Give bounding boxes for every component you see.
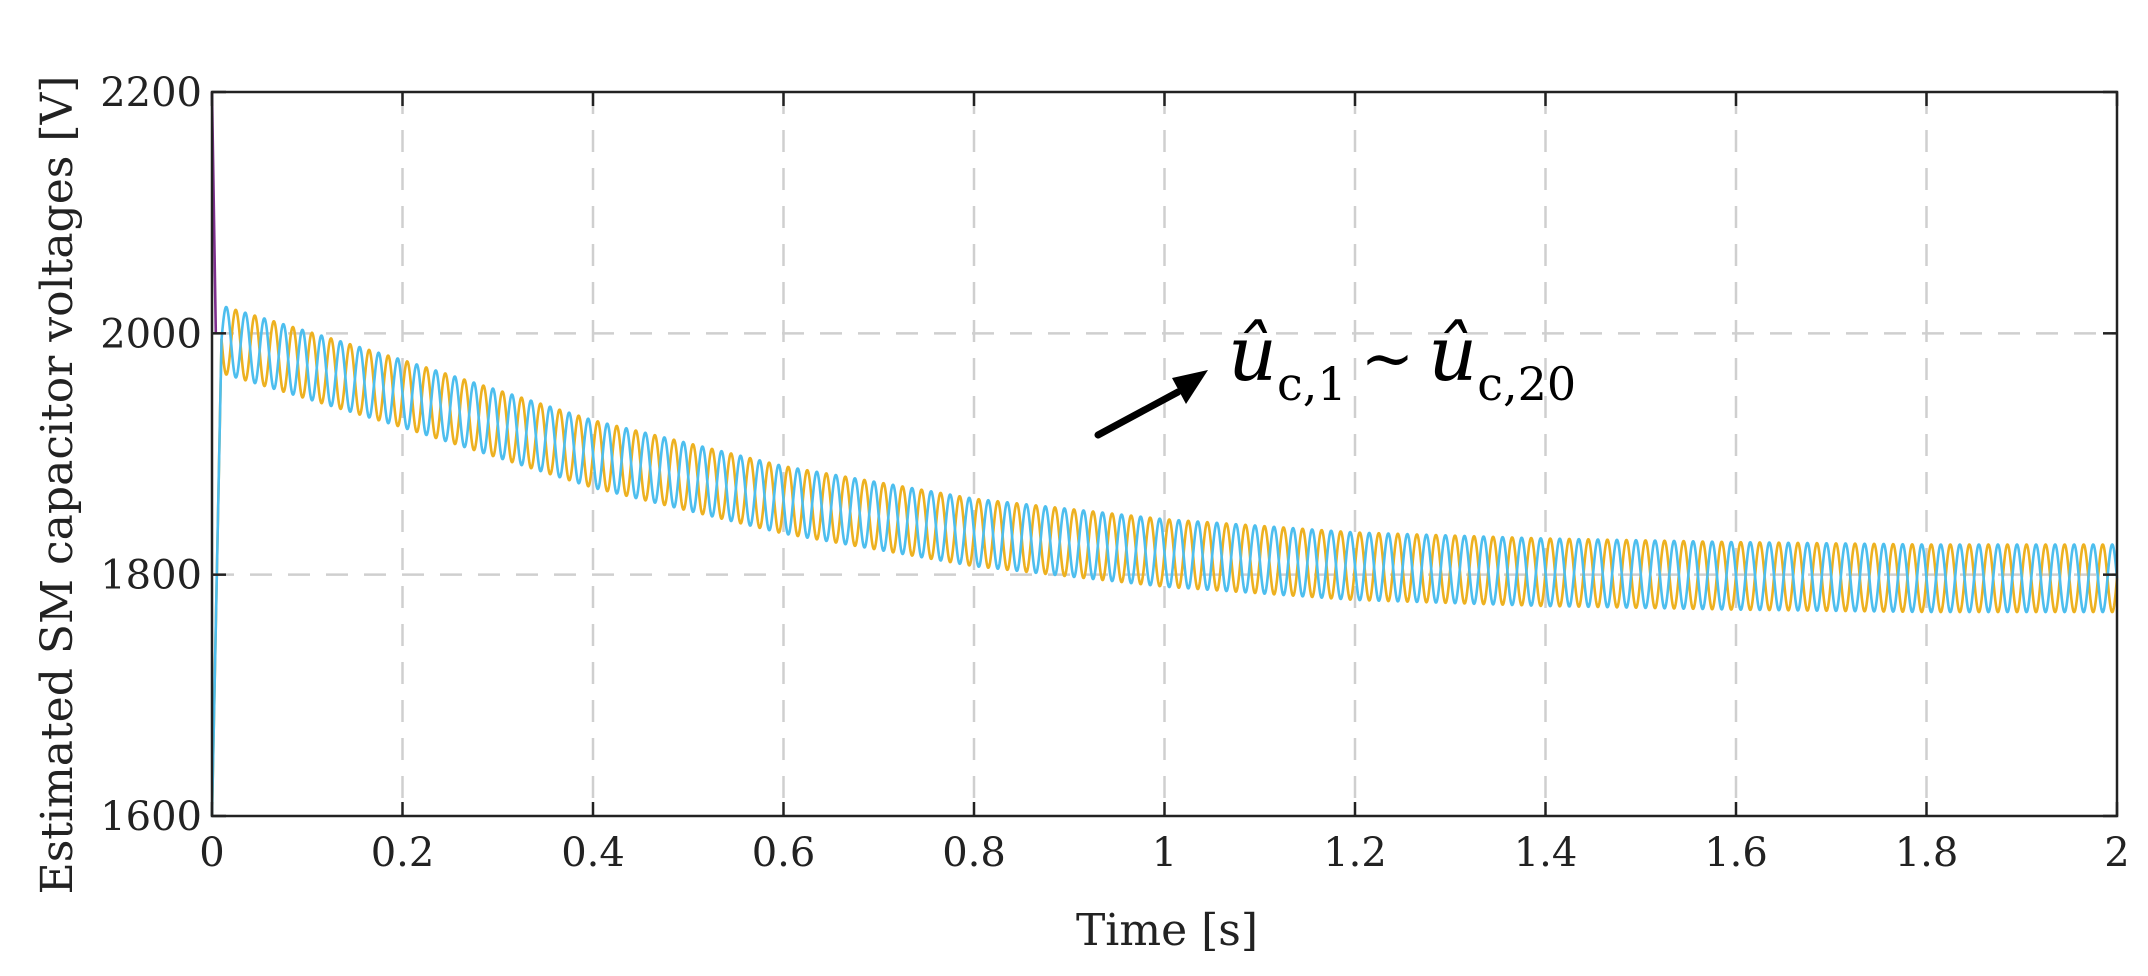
annotation-arrow-shaft — [1094, 388, 1182, 439]
x-axis-label: Time [s] — [1076, 905, 1258, 956]
grid-lines — [212, 92, 2117, 816]
annotation-label: ûc,1 ~ ûc,20 — [1228, 309, 1576, 411]
annotation-arrow-head — [1172, 370, 1208, 404]
annotation-subscript-1: c,1 — [1277, 357, 1347, 411]
x-tick-label-8: 1.6 — [1704, 830, 1768, 876]
annotation-tilde: ~ — [1361, 322, 1415, 396]
x-tick-label-10: 2 — [2104, 830, 2129, 876]
x-tick-label-2: 0.4 — [561, 830, 625, 876]
axis-ticks — [210, 90, 2119, 818]
x-tick-label-4: 0.8 — [942, 830, 1006, 876]
x-tick-label-1: 0.2 — [371, 830, 435, 876]
annotation-symbol-1: û — [1228, 309, 1277, 398]
annotation-symbol-2: û — [1428, 309, 1477, 398]
x-tick-label-7: 1.4 — [1514, 830, 1578, 876]
series-line-1 — [210, 305, 2119, 817]
y-tick-label-0: 1600 — [100, 794, 202, 840]
x-tick-label-3: 0.6 — [752, 830, 816, 876]
x-tick-labels: 0 0.2 0.4 0.6 0.8 1 1.2 1.4 1.6 1.8 2 — [199, 830, 2129, 876]
x-tick-label-0: 0 — [199, 830, 224, 876]
y-tick-label-1: 1800 — [100, 553, 202, 599]
y-tick-label-2: 2000 — [100, 311, 202, 357]
annotation-subscript-2: c,20 — [1477, 357, 1576, 411]
y-axis-label: Estimated SM capacitor voltages [V] — [32, 76, 83, 895]
y-tick-labels: 1600 1800 2000 2200 — [100, 70, 202, 840]
series-line-0 — [210, 308, 2119, 817]
x-tick-label-6: 1.2 — [1323, 830, 1387, 876]
x-tick-label-5: 1 — [1152, 830, 1177, 876]
x-tick-label-9: 1.8 — [1895, 830, 1959, 876]
series-annotation: ûc,1 ~ ûc,20 — [1094, 309, 1576, 439]
y-tick-label-3: 2200 — [100, 70, 202, 116]
